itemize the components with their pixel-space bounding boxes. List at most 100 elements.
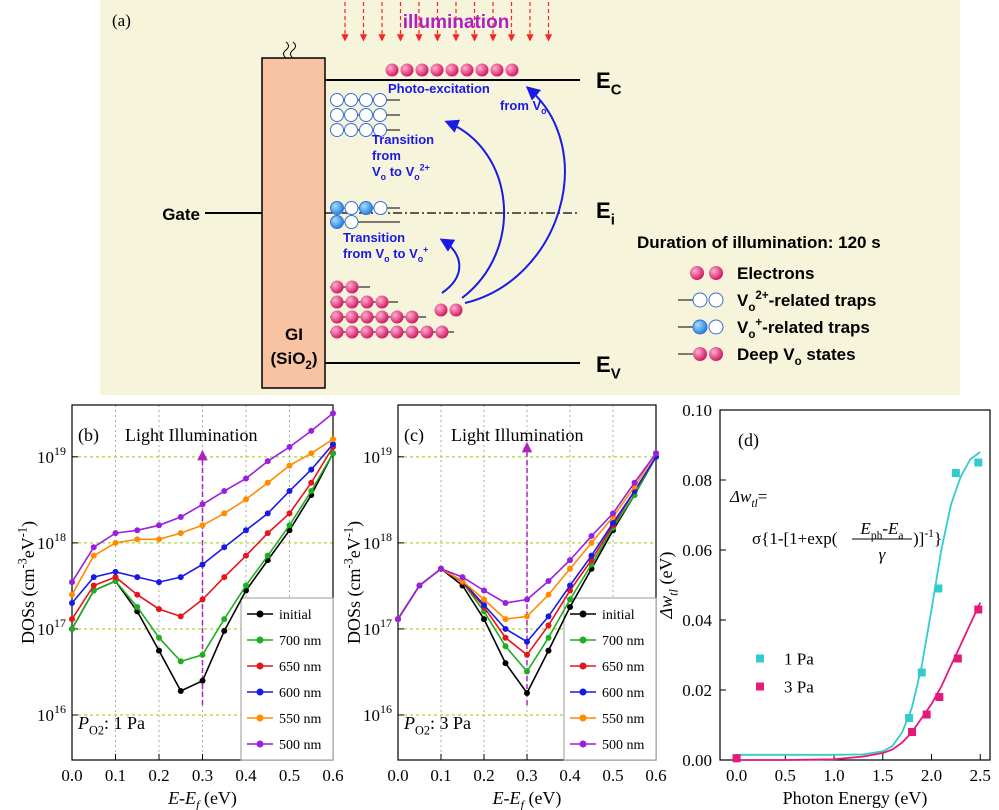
deep-state bbox=[390, 310, 404, 324]
text-part: V bbox=[737, 291, 749, 310]
data-point bbox=[177, 688, 184, 695]
x-axis-label: Photon Energy (eV) bbox=[783, 788, 928, 809]
data-point bbox=[286, 522, 293, 529]
data-point bbox=[481, 601, 487, 608]
text-part: 2 bbox=[305, 360, 311, 372]
data-point bbox=[330, 450, 336, 457]
subtitle: Light Illumination bbox=[451, 425, 584, 445]
data-point bbox=[199, 677, 206, 684]
text-part: 10 bbox=[363, 620, 380, 639]
x-tick-label: 0.5 bbox=[602, 766, 623, 785]
panel-label: (d) bbox=[738, 430, 759, 451]
annotation: Transition bbox=[372, 132, 434, 147]
annotation: from Vo bbox=[500, 98, 547, 116]
text-part: V bbox=[737, 318, 749, 337]
deep-state bbox=[375, 310, 389, 324]
text-part: = bbox=[758, 487, 768, 506]
data-point bbox=[524, 651, 530, 658]
data-point bbox=[502, 634, 509, 641]
data-point bbox=[502, 616, 509, 623]
text-part: V bbox=[611, 366, 621, 383]
text-part: 18 bbox=[54, 530, 66, 544]
text-part: o bbox=[384, 254, 390, 264]
deep-state bbox=[390, 325, 404, 339]
text-part: (eV) bbox=[199, 788, 236, 809]
data-point bbox=[264, 510, 271, 517]
data-point bbox=[917, 668, 926, 677]
gate-insulator bbox=[261, 57, 326, 389]
data-point bbox=[545, 622, 552, 629]
text-part: states bbox=[802, 345, 856, 364]
text-part: from V bbox=[500, 98, 542, 113]
data-point bbox=[567, 557, 573, 564]
text-part: o bbox=[748, 329, 755, 341]
data-point bbox=[112, 530, 119, 537]
text-part: f bbox=[521, 798, 526, 810]
break-mark bbox=[283, 41, 296, 59]
data-point bbox=[308, 479, 315, 486]
text-part: tl bbox=[751, 497, 757, 510]
text-part: -3 bbox=[341, 558, 355, 568]
text-part: 17 bbox=[380, 616, 392, 630]
text-part: -1 bbox=[341, 527, 355, 537]
x-tick-label: 0.3 bbox=[516, 766, 537, 785]
illumination-label: illumination bbox=[403, 12, 510, 33]
y-tick-label: 1017 bbox=[37, 616, 66, 639]
data-point bbox=[90, 574, 97, 581]
legend-label: 500 nm bbox=[279, 738, 322, 753]
text-part: 10 bbox=[363, 706, 380, 725]
text-part: 16 bbox=[54, 702, 66, 716]
data-point bbox=[221, 544, 228, 551]
y-tick-label: 0.08 bbox=[682, 471, 712, 490]
data-point bbox=[567, 603, 573, 610]
data-point bbox=[481, 596, 487, 603]
x-tick-label: 0.2 bbox=[473, 766, 494, 785]
legend-icon bbox=[692, 292, 708, 308]
legend-icon bbox=[708, 292, 724, 308]
text-part: o bbox=[541, 106, 547, 116]
data-point bbox=[545, 634, 552, 641]
text-part: o bbox=[414, 172, 420, 182]
data-point bbox=[502, 625, 509, 632]
data-point bbox=[264, 552, 271, 559]
data-point bbox=[243, 496, 249, 503]
legend-marker bbox=[579, 688, 587, 696]
formula: Eph-Ea bbox=[859, 519, 903, 542]
vo2-trap bbox=[373, 123, 387, 137]
data-point bbox=[308, 450, 315, 457]
data-point bbox=[588, 539, 595, 546]
text-part: 10 bbox=[363, 448, 380, 467]
text-part: f bbox=[196, 798, 201, 810]
data-point bbox=[545, 578, 552, 585]
legend-icon bbox=[693, 347, 707, 361]
data-point bbox=[134, 574, 141, 581]
data-point bbox=[243, 582, 249, 589]
x-tick-label: 0.4 bbox=[559, 766, 581, 785]
x-tick-label: 1.0 bbox=[823, 766, 844, 785]
data-point bbox=[156, 522, 162, 529]
data-point bbox=[69, 579, 75, 586]
panel-label: (b) bbox=[78, 425, 99, 446]
vo2-trap bbox=[373, 108, 387, 122]
data-point bbox=[974, 458, 983, 467]
legend-label: Deep Vo states bbox=[737, 345, 856, 368]
vo1-trap bbox=[359, 201, 373, 215]
x-tick-label: 2.0 bbox=[921, 766, 942, 785]
legend-title: Duration of illumination: 120 s bbox=[637, 233, 881, 252]
data-point bbox=[567, 582, 573, 589]
vo1-trap bbox=[330, 201, 344, 215]
text-part: E bbox=[596, 198, 611, 223]
data-point bbox=[545, 647, 552, 654]
legend-marker bbox=[756, 654, 764, 663]
subtitle: Light Illumination bbox=[125, 425, 258, 445]
y-tick-label: 0.06 bbox=[682, 541, 712, 560]
text-part: 10 bbox=[37, 534, 54, 553]
text-part: tl bbox=[666, 588, 680, 595]
text-part: Electrons bbox=[737, 264, 814, 283]
text-part: -1 bbox=[15, 527, 29, 537]
fit-curve bbox=[736, 602, 982, 761]
y-tick-label: 0.00 bbox=[682, 751, 712, 770]
vo1-trap bbox=[330, 215, 344, 229]
